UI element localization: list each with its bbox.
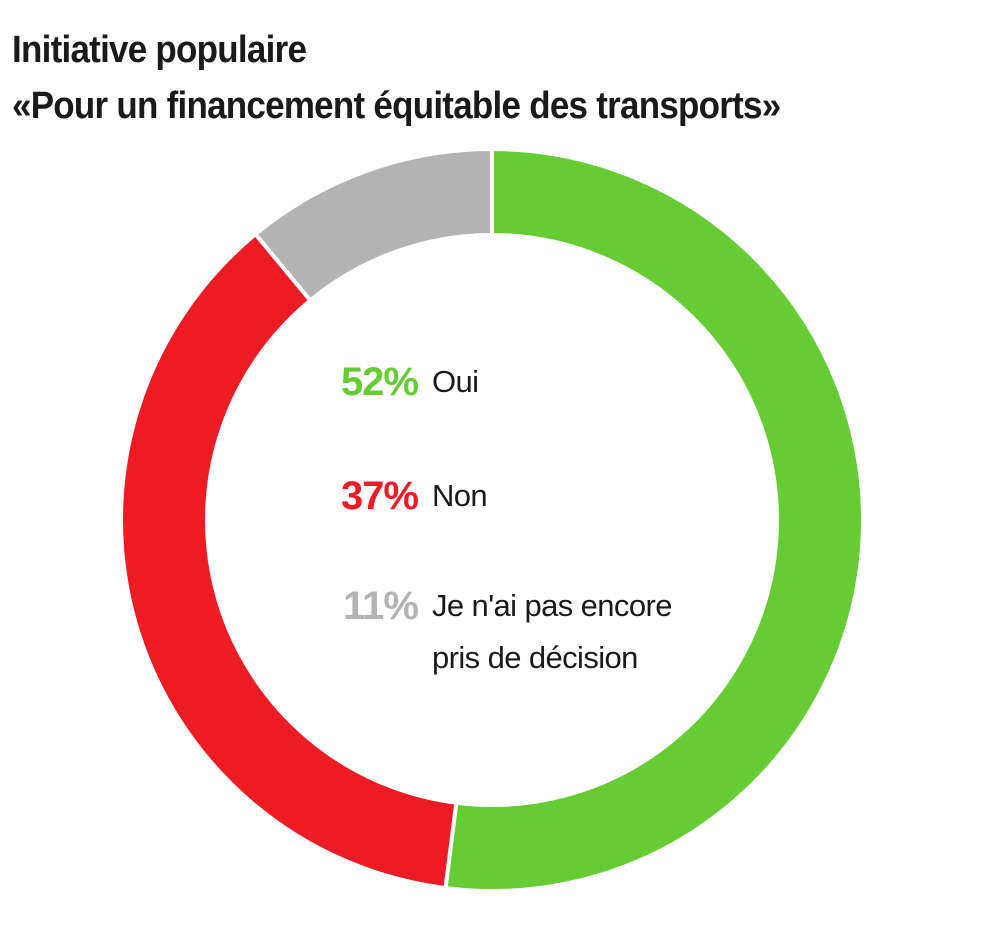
slice-oui [443,146,865,893]
legend-label-undecided: Je n'ai pas encore pris de décision [432,588,672,675]
legend-item-non: 37% Non [318,470,488,522]
chart-title-line-1: Initiative populaire [12,29,307,71]
legend-label-oui: Oui [432,364,479,399]
legend-value-non: 37% [340,474,419,518]
slice-non [119,231,459,891]
chart-title-line-2: «Pour un financement équitable des trans… [12,85,781,127]
legend-item-oui: 52% Oui [318,356,479,408]
legend-value-oui: 52% [340,360,419,404]
legend-label-non: Non [432,478,488,513]
legend-value-undecided: 11% [343,584,419,628]
slice-undecided [252,146,494,304]
chart-title: Initiative populaire «Pour un financemen… [12,22,781,134]
legend-item-undecided: 11% Je n'ai pas encore pris de décision [318,580,672,684]
